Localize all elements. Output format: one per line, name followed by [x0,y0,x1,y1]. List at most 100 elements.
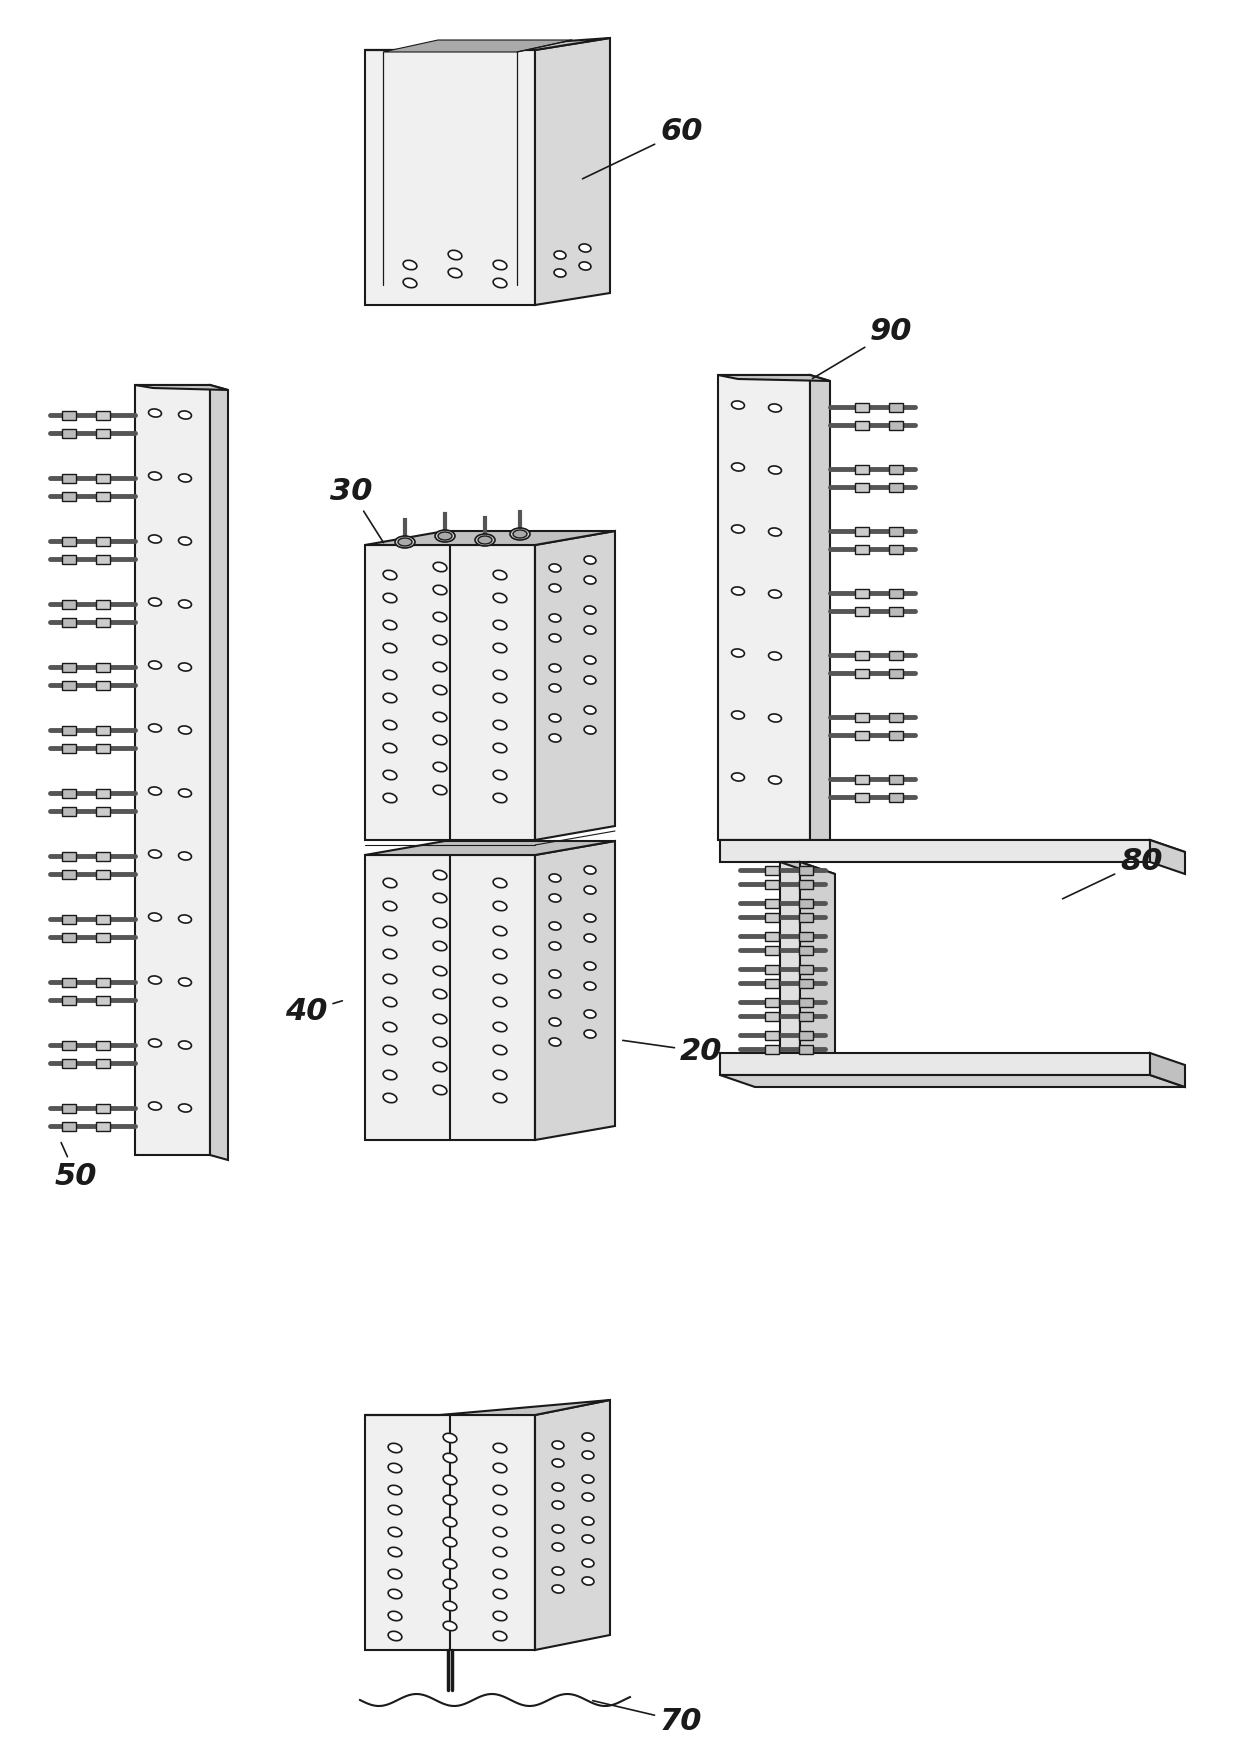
Ellipse shape [732,649,744,656]
Polygon shape [62,554,76,564]
Ellipse shape [443,1475,456,1485]
Ellipse shape [582,1475,594,1483]
Ellipse shape [388,1485,402,1496]
Ellipse shape [549,714,560,723]
Ellipse shape [443,1579,456,1590]
Polygon shape [95,663,109,672]
Ellipse shape [494,949,507,959]
Ellipse shape [149,850,161,858]
Ellipse shape [383,770,397,780]
Polygon shape [720,839,1149,862]
Polygon shape [62,996,76,1005]
Ellipse shape [494,770,507,780]
Ellipse shape [769,404,781,413]
Ellipse shape [494,975,507,984]
Polygon shape [800,1031,813,1039]
Polygon shape [95,491,109,500]
Ellipse shape [549,991,560,998]
Ellipse shape [494,1022,507,1032]
Ellipse shape [554,251,565,259]
Polygon shape [765,998,779,1006]
Ellipse shape [179,1041,191,1050]
Polygon shape [95,1059,109,1067]
Ellipse shape [579,244,591,252]
Polygon shape [95,1121,109,1130]
Ellipse shape [494,1569,507,1579]
Polygon shape [800,998,813,1006]
Polygon shape [800,898,813,907]
Polygon shape [95,851,109,860]
Polygon shape [365,841,615,855]
Polygon shape [95,618,109,627]
Polygon shape [95,681,109,689]
Text: 70: 70 [593,1701,703,1736]
Polygon shape [95,806,109,815]
Ellipse shape [494,1506,507,1515]
Polygon shape [62,743,76,752]
Polygon shape [889,402,903,411]
Polygon shape [62,474,76,482]
Ellipse shape [582,1516,594,1525]
Ellipse shape [383,571,397,580]
Polygon shape [810,374,830,846]
Ellipse shape [403,261,417,270]
Polygon shape [62,411,76,420]
Ellipse shape [494,1462,507,1473]
Ellipse shape [584,576,596,583]
Ellipse shape [494,1590,507,1598]
Polygon shape [62,491,76,500]
Ellipse shape [149,977,161,984]
Ellipse shape [494,926,507,935]
Polygon shape [62,599,76,609]
Polygon shape [889,606,903,616]
Polygon shape [365,50,534,305]
Ellipse shape [494,1527,507,1537]
Ellipse shape [549,583,560,592]
Ellipse shape [443,1537,456,1546]
Ellipse shape [403,279,417,287]
Ellipse shape [552,1459,564,1468]
Polygon shape [720,1074,1185,1086]
Ellipse shape [443,1560,456,1569]
Ellipse shape [443,1518,456,1527]
Ellipse shape [383,998,397,1006]
Ellipse shape [388,1506,402,1515]
Ellipse shape [552,1584,564,1593]
Ellipse shape [179,978,191,985]
Ellipse shape [443,1496,456,1504]
Polygon shape [718,374,810,839]
Polygon shape [889,588,903,597]
Polygon shape [135,385,228,390]
Ellipse shape [433,1015,446,1024]
Ellipse shape [443,1621,456,1631]
Polygon shape [856,526,869,536]
Polygon shape [856,792,869,801]
Ellipse shape [388,1631,402,1640]
Ellipse shape [433,1038,446,1046]
Polygon shape [62,1059,76,1067]
Polygon shape [765,912,779,921]
Polygon shape [718,374,830,381]
Ellipse shape [433,870,446,879]
Ellipse shape [149,662,161,669]
Ellipse shape [494,1610,507,1621]
Ellipse shape [433,1085,446,1095]
Ellipse shape [494,693,507,703]
Text: 20: 20 [622,1038,723,1065]
Ellipse shape [584,1031,596,1038]
Polygon shape [62,869,76,879]
Ellipse shape [552,1567,564,1576]
Ellipse shape [398,538,412,547]
Ellipse shape [769,590,781,599]
Polygon shape [534,38,610,305]
Polygon shape [1149,1053,1185,1086]
Ellipse shape [179,851,191,860]
Ellipse shape [549,1038,560,1046]
Ellipse shape [383,670,397,679]
Ellipse shape [494,594,507,602]
Ellipse shape [494,902,507,911]
Ellipse shape [494,794,507,803]
Ellipse shape [582,1433,594,1442]
Polygon shape [856,421,869,430]
Polygon shape [780,862,800,1053]
